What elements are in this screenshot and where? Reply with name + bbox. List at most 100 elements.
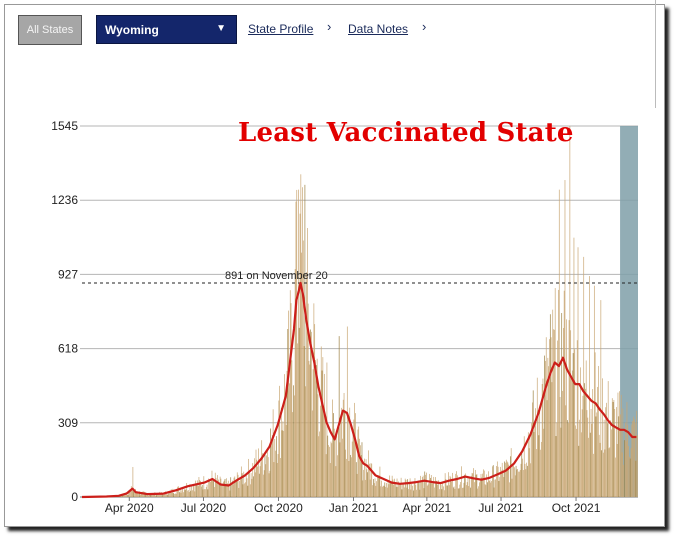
daily-bar bbox=[622, 408, 624, 497]
daily-bar bbox=[128, 492, 130, 497]
daily-bar bbox=[559, 397, 561, 497]
daily-bar bbox=[589, 432, 591, 497]
daily-bar bbox=[387, 482, 389, 497]
daily-bar bbox=[231, 482, 232, 497]
daily-bar bbox=[366, 469, 368, 497]
x-tick-label: Apr 2020 bbox=[105, 501, 154, 515]
daily-bar bbox=[551, 382, 553, 497]
daily-bar bbox=[446, 485, 448, 497]
daily-bar bbox=[232, 480, 233, 497]
daily-bar bbox=[260, 462, 262, 497]
daily-bar bbox=[392, 479, 394, 497]
daily-bar bbox=[570, 330, 572, 497]
daily-bar bbox=[349, 407, 351, 497]
daily-bar bbox=[486, 474, 488, 497]
daily-bar bbox=[571, 370, 573, 497]
daily-bar bbox=[279, 385, 280, 497]
daily-bar bbox=[598, 434, 600, 497]
daily-bar bbox=[549, 314, 551, 497]
daily-bar bbox=[315, 365, 317, 497]
daily-bar bbox=[434, 487, 435, 497]
x-tick-label: Apr 2021 bbox=[402, 501, 451, 515]
daily-bar bbox=[364, 479, 366, 497]
daily-bar bbox=[283, 430, 285, 497]
daily-bar bbox=[448, 472, 449, 497]
daily-bar bbox=[445, 479, 447, 497]
daily-bar bbox=[215, 477, 217, 497]
daily-bar bbox=[491, 480, 492, 497]
daily-bar bbox=[174, 493, 175, 497]
daily-bar bbox=[411, 484, 413, 497]
daily-bar bbox=[523, 470, 524, 497]
daily-bar bbox=[155, 495, 157, 497]
daily-bar bbox=[546, 400, 548, 497]
daily-bar bbox=[423, 488, 425, 497]
daily-bar bbox=[343, 392, 345, 497]
daily-bar bbox=[182, 487, 183, 497]
daily-bar bbox=[584, 383, 585, 497]
daily-bar bbox=[547, 357, 549, 497]
daily-bar bbox=[203, 476, 205, 497]
daily-bar bbox=[630, 447, 632, 497]
daily-bar bbox=[174, 493, 176, 497]
daily-bar bbox=[571, 377, 572, 497]
daily-bar bbox=[388, 484, 390, 497]
daily-bar bbox=[189, 483, 191, 497]
state-select[interactable]: Wyoming ▼ bbox=[96, 15, 237, 44]
daily-bar bbox=[382, 486, 383, 497]
daily-bar bbox=[369, 479, 371, 497]
daily-bar bbox=[532, 402, 533, 497]
daily-bar bbox=[436, 480, 438, 497]
daily-bar bbox=[126, 495, 128, 497]
daily-bar bbox=[200, 480, 201, 497]
x-tick-label: Jul 2021 bbox=[478, 501, 524, 515]
daily-bar bbox=[238, 487, 240, 497]
daily-bar bbox=[365, 459, 367, 497]
daily-bar bbox=[470, 487, 471, 497]
daily-bar bbox=[420, 475, 422, 497]
daily-bar bbox=[545, 337, 547, 497]
daily-bar bbox=[504, 461, 505, 497]
daily-bar bbox=[461, 487, 463, 497]
data-notes-link[interactable]: Data Notes bbox=[348, 22, 409, 36]
daily-bar bbox=[304, 184, 306, 497]
daily-bar bbox=[413, 482, 415, 497]
daily-bar bbox=[602, 378, 603, 497]
daily-bar bbox=[518, 471, 520, 497]
daily-bar bbox=[418, 480, 420, 497]
daily-bar bbox=[223, 480, 225, 497]
daily-bar bbox=[126, 493, 127, 497]
daily-bar bbox=[625, 441, 627, 497]
daily-bar bbox=[426, 485, 428, 497]
daily-bar bbox=[400, 477, 402, 497]
daily-bar bbox=[320, 405, 321, 497]
daily-bar bbox=[345, 449, 347, 497]
daily-bar bbox=[538, 435, 540, 497]
daily-bar bbox=[612, 401, 614, 497]
x-tick-label: Oct 2020 bbox=[254, 501, 303, 515]
daily-bar bbox=[478, 486, 479, 497]
daily-bar bbox=[324, 373, 325, 497]
daily-bar bbox=[363, 469, 364, 497]
daily-bar bbox=[490, 482, 492, 497]
daily-bar bbox=[271, 435, 273, 497]
daily-bar bbox=[520, 463, 522, 497]
all-states-button[interactable]: All States bbox=[18, 15, 82, 45]
daily-bar bbox=[170, 489, 172, 497]
daily-bar bbox=[576, 340, 578, 497]
daily-bar bbox=[336, 434, 338, 497]
daily-bar bbox=[242, 484, 244, 497]
daily-bar bbox=[426, 472, 427, 497]
daily-bar bbox=[447, 485, 448, 497]
daily-bar bbox=[395, 486, 397, 497]
daily-bar bbox=[567, 420, 568, 497]
daily-bar bbox=[219, 476, 221, 497]
state-profile-link[interactable]: State Profile bbox=[248, 22, 314, 36]
daily-bar bbox=[292, 412, 294, 497]
daily-bar bbox=[614, 409, 616, 497]
daily-bar bbox=[285, 424, 287, 497]
daily-bar bbox=[397, 486, 399, 497]
daily-bar bbox=[147, 493, 148, 497]
daily-bar bbox=[592, 389, 594, 497]
daily-bar bbox=[244, 483, 245, 497]
